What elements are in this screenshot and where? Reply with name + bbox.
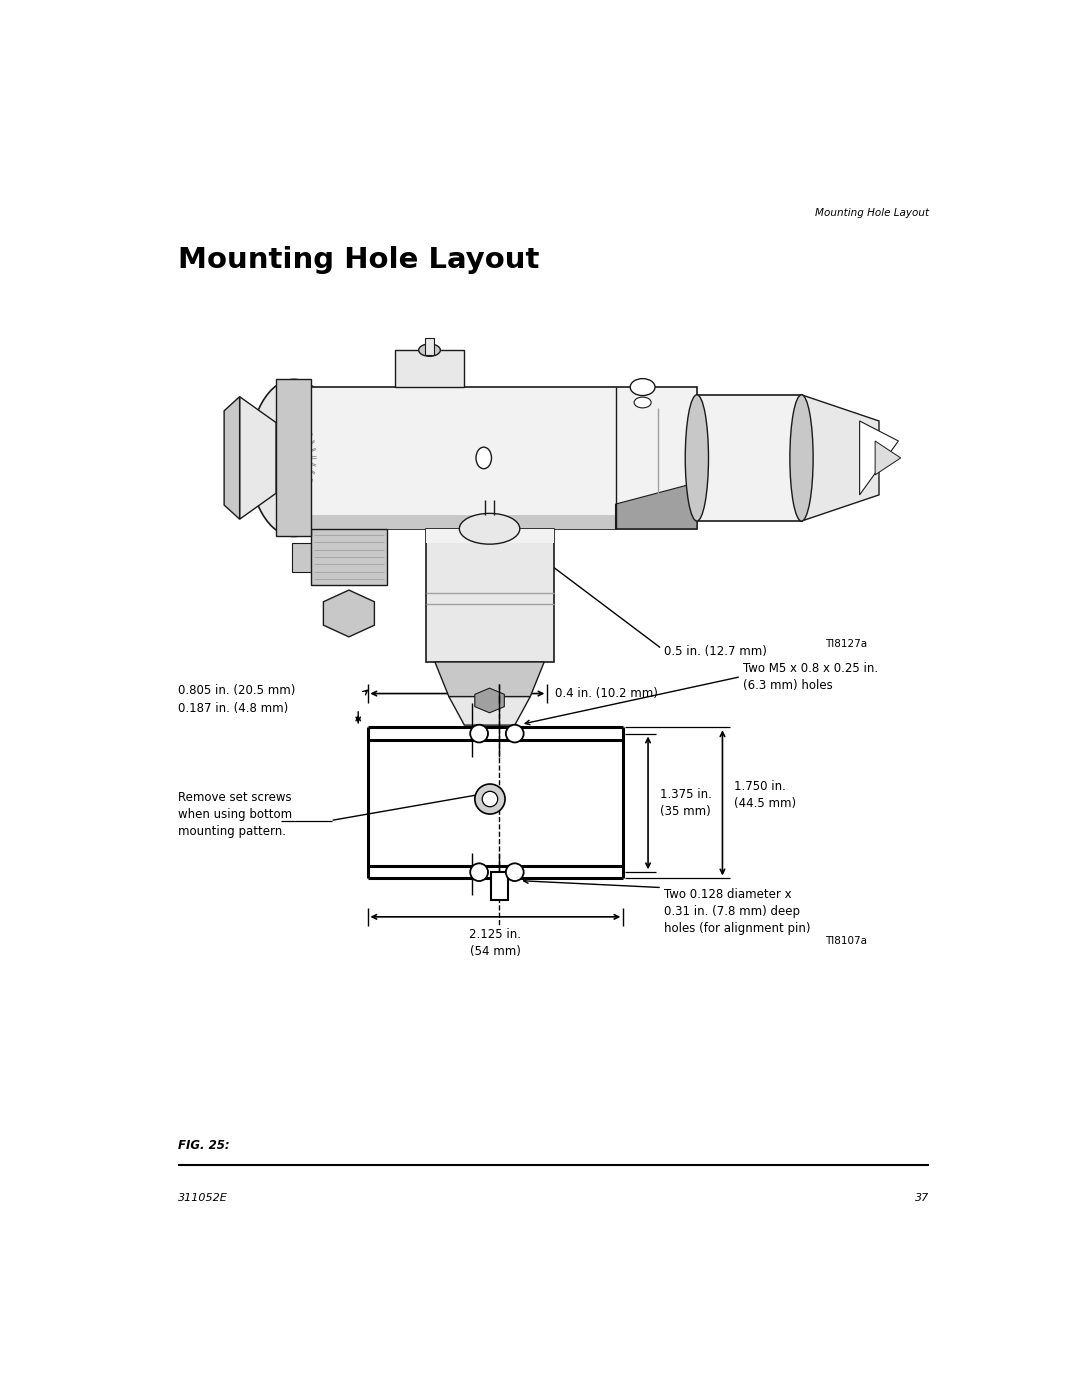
Bar bbox=[311, 529, 387, 585]
Text: 0.4 in. (10.2 mm): 0.4 in. (10.2 mm) bbox=[555, 687, 658, 700]
Bar bbox=[426, 529, 554, 542]
Text: FIG. 25:: FIG. 25: bbox=[177, 1140, 229, 1153]
Text: 0.5 in. (12.7 mm): 0.5 in. (12.7 mm) bbox=[663, 645, 767, 658]
Polygon shape bbox=[323, 590, 375, 637]
Text: 37: 37 bbox=[915, 1193, 930, 1203]
Circle shape bbox=[470, 725, 488, 742]
Text: 2.125 in.
(54 mm): 2.125 in. (54 mm) bbox=[470, 928, 522, 957]
Polygon shape bbox=[449, 697, 530, 725]
Circle shape bbox=[482, 791, 498, 806]
Ellipse shape bbox=[685, 395, 708, 521]
Circle shape bbox=[475, 784, 505, 814]
Bar bbox=[276, 380, 311, 536]
Text: 0.805 in. (20.5 mm): 0.805 in. (20.5 mm) bbox=[177, 685, 295, 697]
Bar bbox=[311, 387, 697, 529]
Text: Mounting Hole Layout: Mounting Hole Layout bbox=[815, 208, 930, 218]
Text: 1.750 in.
(44.5 mm): 1.750 in. (44.5 mm) bbox=[734, 780, 796, 810]
Bar bbox=[292, 542, 313, 571]
Bar bbox=[490, 872, 508, 900]
Bar bbox=[697, 395, 801, 521]
Text: 311052E: 311052E bbox=[177, 1193, 228, 1203]
Polygon shape bbox=[860, 420, 899, 495]
Circle shape bbox=[505, 863, 524, 882]
Text: TI8107a: TI8107a bbox=[825, 936, 867, 947]
Ellipse shape bbox=[631, 379, 656, 395]
Polygon shape bbox=[475, 689, 504, 712]
Polygon shape bbox=[240, 397, 276, 520]
Text: TI8127a: TI8127a bbox=[825, 640, 867, 650]
Polygon shape bbox=[875, 441, 901, 475]
Text: Two M5 x 0.8 x 0.25 in.
(6.3 mm) holes: Two M5 x 0.8 x 0.25 in. (6.3 mm) holes bbox=[743, 662, 878, 692]
Polygon shape bbox=[225, 397, 240, 520]
Polygon shape bbox=[616, 482, 697, 529]
Polygon shape bbox=[801, 395, 879, 521]
Ellipse shape bbox=[789, 395, 813, 521]
Ellipse shape bbox=[419, 344, 441, 356]
Bar bbox=[424, 338, 434, 355]
Bar bbox=[311, 515, 697, 529]
Bar bbox=[426, 529, 554, 662]
Text: 1.375 in.
(35 mm): 1.375 in. (35 mm) bbox=[660, 788, 712, 817]
Ellipse shape bbox=[476, 447, 491, 469]
Text: Mounting Hole Layout: Mounting Hole Layout bbox=[177, 246, 539, 274]
Text: Remove set screws
when using bottom
mounting pattern.: Remove set screws when using bottom moun… bbox=[177, 791, 292, 838]
Text: Two 0.128 diameter x
0.31 in. (7.8 mm) deep
holes (for alignment pin): Two 0.128 diameter x 0.31 in. (7.8 mm) d… bbox=[663, 887, 810, 935]
Circle shape bbox=[470, 863, 488, 882]
Circle shape bbox=[505, 725, 524, 742]
Ellipse shape bbox=[248, 380, 339, 536]
Ellipse shape bbox=[634, 397, 651, 408]
Ellipse shape bbox=[459, 513, 519, 545]
Text: 0.187 in. (4.8 mm): 0.187 in. (4.8 mm) bbox=[177, 703, 288, 715]
Bar bbox=[394, 351, 464, 387]
Polygon shape bbox=[435, 662, 544, 697]
